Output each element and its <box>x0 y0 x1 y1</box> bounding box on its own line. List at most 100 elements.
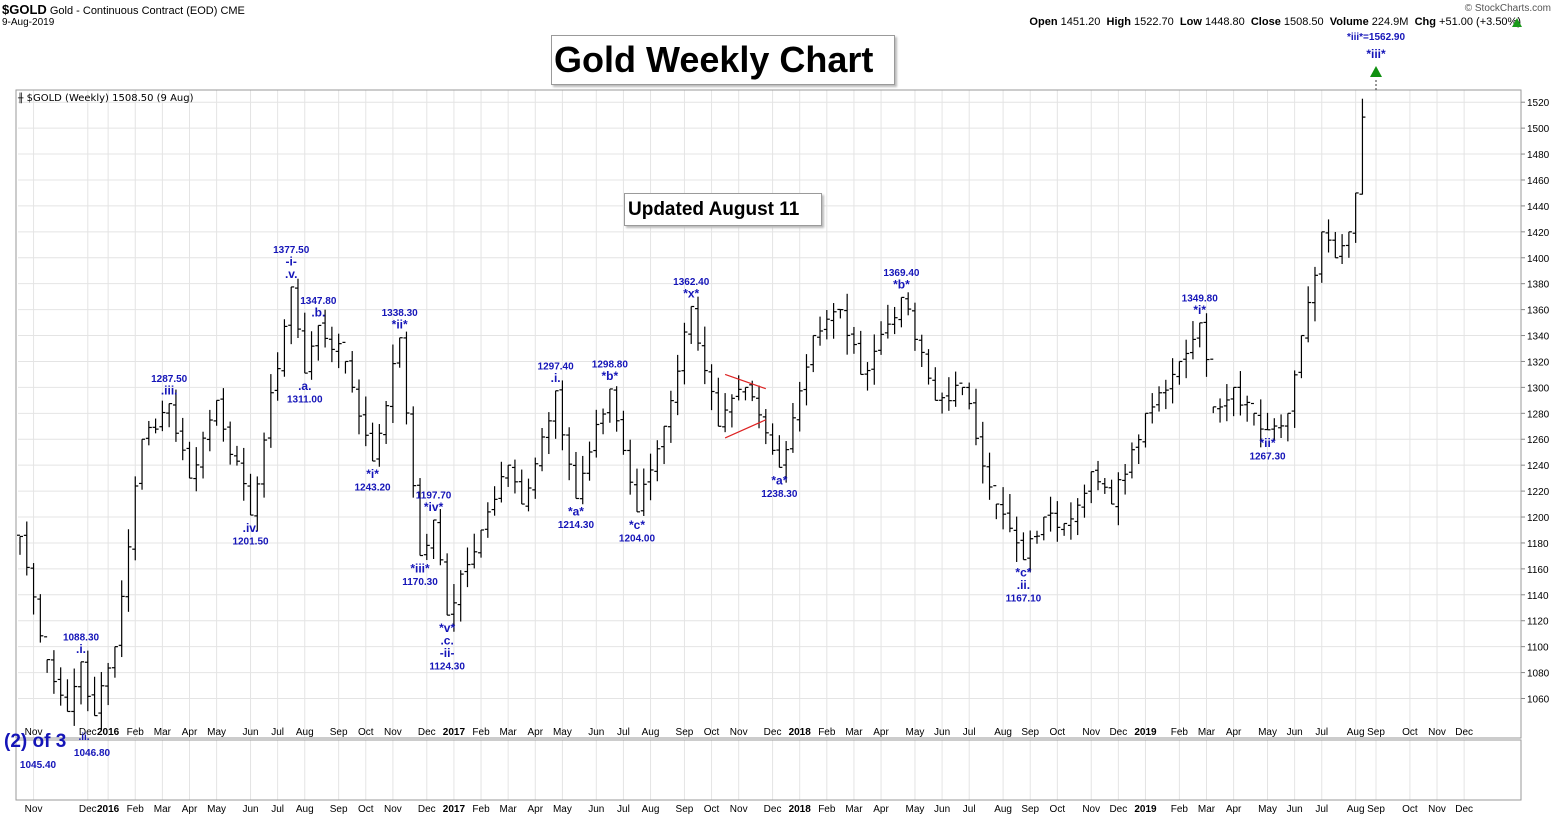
wave-label-line: 1214.30 <box>558 520 595 531</box>
ohlc-bar <box>450 584 457 632</box>
y-axis: 1060 1080 1100 1120 1140 1160 1180 1200 1220 1240… <box>1521 98 1550 706</box>
ohlc-bar <box>457 570 464 622</box>
ohlc-bar <box>525 478 532 512</box>
ohlc-bar <box>505 464 512 487</box>
ohlc-bar <box>979 421 986 484</box>
wave-label-line: 1204.00 <box>619 533 656 544</box>
y-tick-label: 1380 <box>1527 280 1550 291</box>
wave-label: *ii*1267.30 <box>1249 436 1286 463</box>
ohlc-bar <box>1244 395 1251 422</box>
x-tick-label: Jun <box>1287 727 1303 738</box>
wave-label: .a. 1311.00 <box>287 379 323 406</box>
y-tick-label: 1420 <box>1527 228 1550 239</box>
x-tick-label: Nov <box>730 727 748 738</box>
x-tick-label-lower: Nov <box>730 804 748 815</box>
x-tick-label: Dec <box>764 727 782 738</box>
y-tick-label: 1300 <box>1527 383 1550 394</box>
ohlc-bar <box>844 293 851 355</box>
ohlc-bar <box>471 533 478 569</box>
wave-label: *c*1204.00 <box>619 518 656 545</box>
wave-label: .iv. 1201.50 <box>232 521 269 548</box>
triangle-pattern <box>724 373 767 439</box>
ohlc-bar <box>864 362 871 391</box>
ohlc-bar <box>701 326 708 385</box>
ohlc-bar <box>125 529 132 612</box>
wave-label-line: 1377.50 <box>273 245 310 256</box>
x-tick-label-lower: Sep <box>330 804 348 815</box>
ohlc-bar <box>1006 494 1013 533</box>
ohlc-bar <box>247 473 254 516</box>
wave-labels: 1088.30.i.1287.50.iii..iv.1201.501377.50… <box>63 245 1286 673</box>
x-tick-label-lower: Sep <box>1021 804 1039 815</box>
ohlc-bar <box>1095 460 1102 491</box>
wave-label-line: 1267.30 <box>1249 451 1286 462</box>
wave-label: *i* 1243.20 <box>354 467 391 494</box>
x-tick-label-lower: Oct <box>704 804 720 815</box>
updated-note: Updated August 11 <box>624 193 822 226</box>
wave-label-line: 1238.30 <box>761 489 798 500</box>
wave-label-line: 1369.40 <box>883 268 920 279</box>
x-tick-label: Mar <box>500 727 518 738</box>
low-value: 1448.80 <box>1204 16 1245 28</box>
wave-label-line: 1297.40 <box>538 361 575 372</box>
ohlc-bar <box>349 351 356 393</box>
ohlc-bar <box>308 331 315 380</box>
change-up-arrow-icon <box>1512 18 1522 27</box>
x-tick-label: Sep <box>1367 727 1385 738</box>
ohlc-bar <box>464 547 471 588</box>
wave-label: 1362.40*x* <box>673 277 710 301</box>
ohlc-bar <box>850 326 857 354</box>
ohlc-bar <box>715 377 722 427</box>
ohlc-bar <box>213 399 220 426</box>
x-tick-label: Mar <box>1198 727 1216 738</box>
ohlc-bar <box>200 431 207 479</box>
ohlc-bar <box>1291 370 1298 428</box>
ohlc-bar <box>857 330 864 376</box>
ohlc-bar <box>579 455 586 505</box>
ohlc-bar <box>389 344 396 424</box>
wave-label-line: *b* <box>893 277 910 291</box>
ohlc-bar <box>491 486 498 516</box>
wave-label-line: 1201.50 <box>232 537 269 548</box>
ohlc-bar <box>572 451 579 500</box>
ohlc-bar <box>756 385 763 429</box>
header-date: 9-Aug-2019 <box>2 17 55 28</box>
wave-label-line: .v. <box>285 267 297 281</box>
target-up-arrow-icon <box>1370 66 1382 77</box>
wave-label-line: 1338.30 <box>382 308 419 319</box>
y-tick-label: 1320 <box>1527 357 1550 368</box>
x-tick-label-lower: Jun <box>242 804 258 815</box>
ohlc-bar <box>166 402 173 428</box>
ohlc-bar <box>945 377 952 411</box>
ohlc-bar <box>423 533 430 561</box>
y-tick-label: 1200 <box>1527 513 1550 524</box>
ohlc-bar <box>37 594 44 643</box>
symbol-description: Gold - Continuous Contract (EOD) <box>49 5 218 17</box>
x-tick-label-lower: Sep <box>676 804 694 815</box>
ohlc-bar <box>1332 231 1339 259</box>
wave-label: 1197.70*iv* <box>416 490 452 514</box>
wave-label: 1338.30*ii* <box>382 308 419 332</box>
x-tick-label-lower: Jul <box>271 804 284 815</box>
y-tick-label: 1220 <box>1527 487 1550 498</box>
ohlc-bar <box>186 441 193 479</box>
ohlc-bar <box>430 519 437 560</box>
x-tick-label: 2017 <box>443 727 466 738</box>
ohlc-bar <box>240 447 247 501</box>
ohlc-bar <box>939 392 946 414</box>
change-value: +51.00 (+3.50%) <box>1439 16 1521 28</box>
x-tick-label: Aug <box>1347 727 1365 738</box>
ohlc-bar <box>878 321 885 355</box>
lower-panel-label: 1046.80 <box>74 748 111 759</box>
ohlc-bar <box>1318 231 1325 283</box>
ohlc-bar <box>606 388 613 423</box>
ohlc-bar <box>1305 286 1312 343</box>
ohlc-bar <box>322 309 329 348</box>
ohlc-bar <box>776 435 783 468</box>
x-tick-label-lower: Jun <box>1287 804 1303 815</box>
ohlc-bar <box>1122 464 1129 495</box>
x-tick-label: Mar <box>154 727 172 738</box>
ohlc-bar <box>44 636 51 673</box>
ohlc-bar <box>193 447 200 492</box>
